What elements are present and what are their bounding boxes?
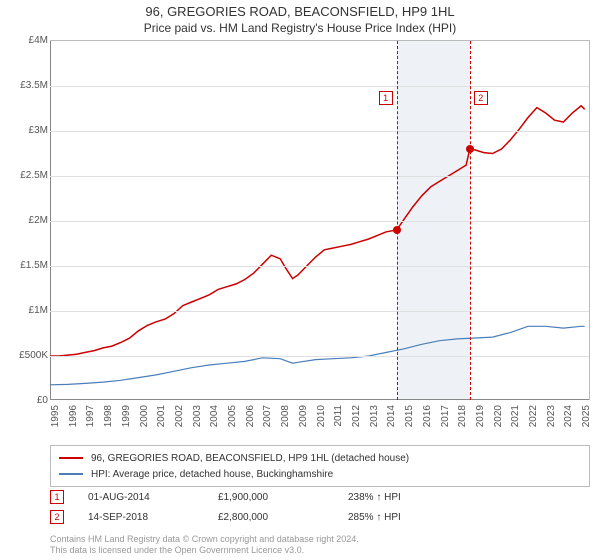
sale-marker-dot bbox=[393, 226, 401, 234]
footnote-line: This data is licensed under the Open Gov… bbox=[50, 545, 590, 556]
x-tick-label: 2009 bbox=[298, 405, 309, 445]
legend-swatch bbox=[59, 473, 83, 475]
x-tick-label: 2023 bbox=[546, 405, 557, 445]
sale-marker-label: 2 bbox=[474, 91, 488, 105]
sale-marker-dot bbox=[466, 145, 474, 153]
y-tick-label: £1.5M bbox=[0, 260, 48, 271]
x-tick-label: 1996 bbox=[68, 405, 79, 445]
gridline bbox=[50, 311, 589, 312]
gridline bbox=[50, 176, 589, 177]
x-tick-label: 2024 bbox=[563, 405, 574, 445]
x-tick-label: 2011 bbox=[333, 405, 344, 445]
x-tick-label: 2015 bbox=[404, 405, 415, 445]
gridline bbox=[50, 86, 589, 87]
sale-row: 1 01-AUG-2014£1,900,000238% ↑ HPI bbox=[50, 490, 590, 504]
x-tick-label: 2005 bbox=[227, 405, 238, 445]
legend-box: 96, GREGORIES ROAD, BEACONSFIELD, HP9 1H… bbox=[50, 445, 590, 487]
y-tick-label: £2.5M bbox=[0, 170, 48, 181]
x-tick-label: 2001 bbox=[156, 405, 167, 445]
x-tick-label: 2016 bbox=[422, 405, 433, 445]
x-tick-label: 2004 bbox=[209, 405, 220, 445]
gridline bbox=[50, 266, 589, 267]
sale-marker-line bbox=[397, 41, 398, 400]
y-tick-label: £2M bbox=[0, 215, 48, 226]
sale-number-box: 2 bbox=[50, 510, 64, 524]
x-tick-label: 1999 bbox=[121, 405, 132, 445]
y-tick-label: £0 bbox=[0, 395, 48, 406]
x-tick-label: 2018 bbox=[457, 405, 468, 445]
y-tick-label: £3M bbox=[0, 125, 48, 136]
gridline bbox=[50, 221, 589, 222]
x-tick-label: 2019 bbox=[475, 405, 486, 445]
x-tick-label: 2007 bbox=[262, 405, 273, 445]
x-tick-label: 2003 bbox=[192, 405, 203, 445]
sale-price: £1,900,000 bbox=[218, 492, 348, 503]
y-tick-label: £3.5M bbox=[0, 80, 48, 91]
x-tick-label: 2012 bbox=[351, 405, 362, 445]
footnote: Contains HM Land Registry data © Crown c… bbox=[50, 534, 590, 557]
sale-pct-vs-hpi: 285% ↑ HPI bbox=[348, 512, 458, 523]
x-tick-label: 1998 bbox=[103, 405, 114, 445]
gridline bbox=[50, 356, 589, 357]
y-tick-label: £500K bbox=[0, 350, 48, 361]
x-tick-label: 2013 bbox=[369, 405, 380, 445]
chart-plot-area: £0£500K£1M£1.5M£2M£2.5M£3M£3.5M£4M199519… bbox=[50, 40, 590, 400]
legend-label: 96, GREGORIES ROAD, BEACONSFIELD, HP9 1H… bbox=[91, 453, 409, 464]
sale-price: £2,800,000 bbox=[218, 512, 348, 523]
sale-row: 2 14-SEP-2018£2,800,000285% ↑ HPI bbox=[50, 510, 590, 524]
legend-item: 96, GREGORIES ROAD, BEACONSFIELD, HP9 1H… bbox=[59, 450, 581, 466]
gridline bbox=[50, 131, 589, 132]
x-tick-label: 2008 bbox=[280, 405, 291, 445]
x-tick-label: 2025 bbox=[581, 405, 592, 445]
sale-pct-vs-hpi: 238% ↑ HPI bbox=[348, 492, 458, 503]
x-tick-label: 2002 bbox=[174, 405, 185, 445]
y-tick-label: £4M bbox=[0, 35, 48, 46]
x-tick-label: 2000 bbox=[139, 405, 150, 445]
sale-date: 01-AUG-2014 bbox=[88, 492, 218, 503]
x-tick-label: 2021 bbox=[510, 405, 521, 445]
footnote-line: Contains HM Land Registry data © Crown c… bbox=[50, 534, 590, 545]
x-tick-label: 2014 bbox=[386, 405, 397, 445]
x-tick-label: 2010 bbox=[316, 405, 327, 445]
x-tick-label: 2017 bbox=[440, 405, 451, 445]
x-tick-label: 1997 bbox=[85, 405, 96, 445]
legend-label: HPI: Average price, detached house, Buck… bbox=[91, 469, 333, 480]
sale-marker-line bbox=[470, 41, 471, 400]
sale-date: 14-SEP-2018 bbox=[88, 512, 218, 523]
x-tick-label: 2020 bbox=[493, 405, 504, 445]
x-tick-label: 1995 bbox=[50, 405, 61, 445]
x-tick-label: 2022 bbox=[528, 405, 539, 445]
legend-item: HPI: Average price, detached house, Buck… bbox=[59, 466, 581, 482]
chart-title: 96, GREGORIES ROAD, BEACONSFIELD, HP9 1H… bbox=[0, 4, 600, 19]
x-tick-label: 2006 bbox=[245, 405, 256, 445]
sale-number-box: 1 bbox=[50, 490, 64, 504]
legend-swatch bbox=[59, 457, 83, 459]
chart-subtitle: Price paid vs. HM Land Registry's House … bbox=[0, 21, 600, 35]
y-tick-label: £1M bbox=[0, 305, 48, 316]
sale-marker-label: 1 bbox=[379, 91, 393, 105]
series-line bbox=[50, 106, 585, 356]
